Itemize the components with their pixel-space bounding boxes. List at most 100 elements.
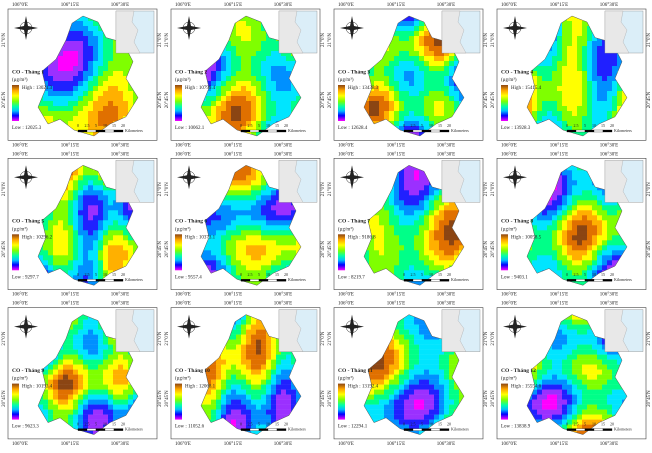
raster-cell <box>88 210 93 215</box>
raster-cell <box>231 255 236 260</box>
raster-cell <box>439 240 444 245</box>
raster-cell <box>251 106 256 111</box>
raster-cell <box>389 240 394 245</box>
raster-cell <box>88 190 93 195</box>
raster-cell <box>439 210 444 215</box>
raster-cell <box>449 230 454 235</box>
raster-cell <box>449 96 454 101</box>
raster-cell <box>562 46 567 51</box>
raster-cell <box>68 240 73 245</box>
raster-cell <box>429 210 434 215</box>
raster-cell <box>547 76 552 81</box>
raster-cell <box>73 355 78 360</box>
lon-label: 106°15'E <box>61 3 79 8</box>
raster-cell <box>266 51 271 56</box>
raster-cell <box>73 210 78 215</box>
raster-cell <box>241 255 246 260</box>
raster-cell <box>577 46 582 51</box>
raster-cell <box>547 205 552 210</box>
raster-cell <box>384 111 389 116</box>
raster-cell <box>58 96 63 101</box>
raster-cell <box>251 360 256 365</box>
raster-cell <box>73 405 78 410</box>
scale-label: 5 <box>258 123 260 128</box>
raster-cell <box>63 240 68 245</box>
raster-cell <box>63 46 68 51</box>
raster-cell <box>48 395 53 400</box>
raster-cell <box>409 235 414 240</box>
raster-cell <box>68 41 73 46</box>
raster-cell <box>221 61 226 66</box>
raster-cell <box>63 111 68 116</box>
legend-high: High : 15415.4 <box>511 86 542 91</box>
raster-cell <box>434 200 439 205</box>
raster-cell <box>63 405 68 410</box>
raster-cell <box>572 195 577 200</box>
raster-cell <box>557 225 562 230</box>
raster-cell <box>256 265 261 270</box>
raster-cell <box>399 91 404 96</box>
raster-cell <box>43 260 48 265</box>
raster-cell <box>562 255 567 260</box>
scale-label: 15 <box>438 123 442 128</box>
raster-cell <box>83 230 88 235</box>
raster-cell <box>374 245 379 250</box>
raster-cell <box>369 255 374 260</box>
legend-high: High : 9186.8 <box>348 235 376 240</box>
raster-cell <box>607 91 612 96</box>
raster-cell <box>251 375 256 380</box>
raster-cell <box>83 395 88 400</box>
raster-cell <box>128 101 133 106</box>
raster-cell <box>602 96 607 101</box>
raster-cell <box>439 250 444 255</box>
raster-cell <box>281 375 286 380</box>
raster-cell <box>271 106 276 111</box>
raster-cell <box>241 210 246 215</box>
raster-cell <box>226 56 231 61</box>
raster-cell <box>241 190 246 195</box>
raster-cell <box>424 195 429 200</box>
raster-cell <box>414 245 419 250</box>
raster-cell <box>206 250 211 255</box>
raster-cell <box>562 81 567 86</box>
raster-cell <box>68 420 73 425</box>
lat-label: 21°0'N <box>165 182 170 196</box>
raster-cell <box>444 205 449 210</box>
raster-cell <box>48 96 53 101</box>
raster-cell <box>389 245 394 250</box>
raster-cell <box>63 265 68 270</box>
raster-cell <box>261 185 266 190</box>
raster-cell <box>537 106 542 111</box>
legend-low: Low : 9557.4 <box>175 275 202 280</box>
raster-cell <box>399 250 404 255</box>
legend-unit: (µg/m³) <box>12 376 28 382</box>
raster-cell <box>103 350 108 355</box>
raster-cell <box>118 91 123 96</box>
scale-segment <box>114 130 123 132</box>
raster-cell <box>68 220 73 225</box>
raster-cell <box>246 106 251 111</box>
raster-cell <box>88 375 93 380</box>
legend-title: CO - Tháng 1 <box>12 69 44 75</box>
raster-cell <box>113 86 118 91</box>
raster-cell <box>592 210 597 215</box>
raster-cell <box>256 51 261 56</box>
raster-cell <box>236 335 241 340</box>
raster-cell <box>567 220 572 225</box>
raster-cell <box>281 81 286 86</box>
scale-segment <box>277 130 286 132</box>
raster-cell <box>78 410 83 415</box>
raster-cell <box>409 190 414 195</box>
raster-cell <box>241 395 246 400</box>
raster-cell <box>266 225 271 230</box>
raster-cell <box>83 345 88 350</box>
raster-cell <box>434 96 439 101</box>
raster-cell <box>118 111 123 116</box>
raster-cell <box>211 71 216 76</box>
raster-cell <box>221 380 226 385</box>
raster-cell <box>404 31 409 36</box>
raster-cell <box>542 111 547 116</box>
raster-cell <box>251 210 256 215</box>
raster-cell <box>103 265 108 270</box>
raster-cell <box>103 215 108 220</box>
